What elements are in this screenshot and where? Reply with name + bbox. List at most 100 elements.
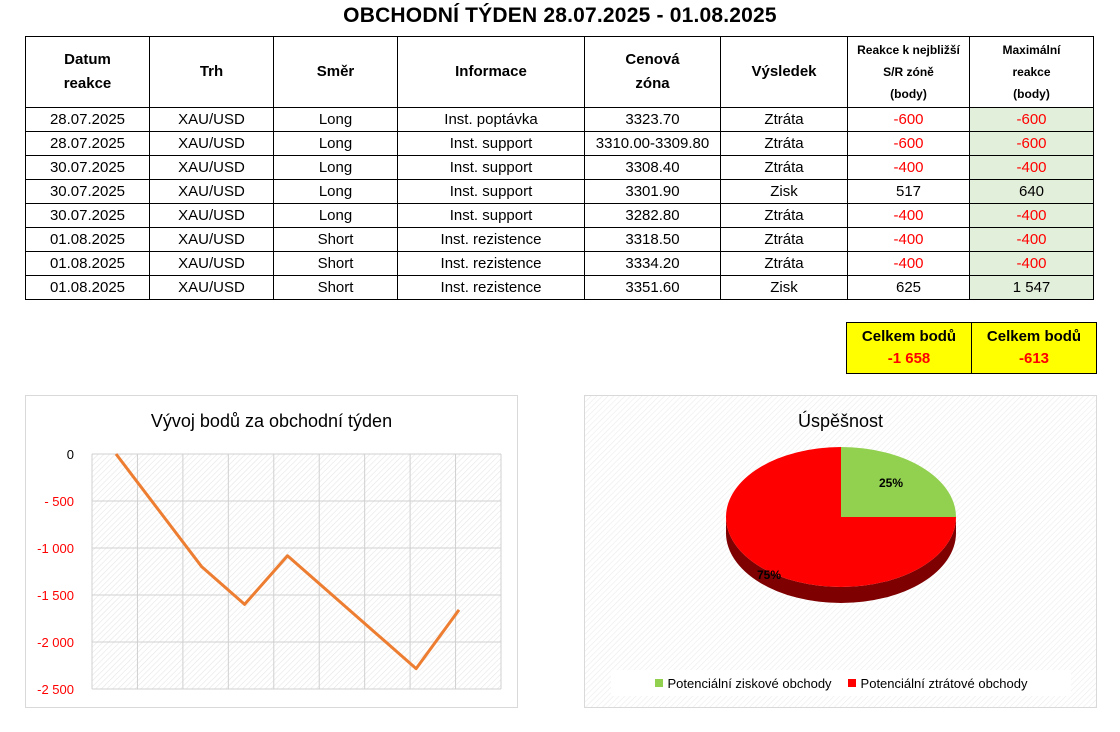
header-max-reaction: Maximální reakce (body): [969, 36, 1094, 108]
cell-market: XAU/USD: [149, 251, 274, 276]
cell-reaction: -400: [847, 155, 970, 180]
cell-date: 28.07.2025: [25, 107, 150, 132]
header-result: Výsledek: [720, 36, 848, 108]
cell-reaction: -400: [847, 227, 970, 252]
cell-date: 01.08.2025: [25, 275, 150, 300]
cell-result: Ztráta: [720, 203, 848, 228]
table-row: 01.08.2025 XAU/USD Short Inst. rezistence 33…: [25, 251, 1094, 276]
cell-info: Inst. rezistence: [397, 251, 585, 276]
legend-label-win: Potenciální ziskové obchody: [667, 675, 832, 691]
cell-zone: 3282.80: [584, 203, 721, 228]
cell-reaction: -600: [847, 131, 970, 156]
cell-direction: Long: [273, 203, 398, 228]
cell-result: Ztráta: [720, 131, 848, 156]
cell-market: XAU/USD: [149, 203, 274, 228]
cell-reaction: -600: [847, 107, 970, 132]
cell-date: 01.08.2025: [25, 251, 150, 276]
header-reaction: Reakce k nejbližší S/R zóně (body): [847, 36, 970, 108]
cell-info: Inst. support: [397, 179, 585, 204]
table-row: 30.07.2025 XAU/USD Long Inst. support 3308.4…: [25, 155, 1094, 180]
cell-info: Inst. support: [397, 203, 585, 228]
header-info: Informace: [397, 36, 585, 108]
cell-date: 30.07.2025: [25, 179, 150, 204]
legend-swatch-win: [654, 679, 663, 687]
pie-slice-win: [841, 447, 956, 517]
table-row: 28.07.2025 XAU/USD Long Inst. poptávka 3323.…: [25, 107, 1094, 132]
cell-result: Zisk: [720, 275, 848, 300]
cell-direction: Short: [273, 227, 398, 252]
cell-zone: 3301.90: [584, 179, 721, 204]
cell-result: Ztráta: [720, 251, 848, 276]
cell-zone: 3310.00-3309.80: [584, 131, 721, 156]
y-tick-label: -2 000: [37, 635, 74, 650]
cell-max: -400: [969, 227, 1094, 252]
cell-zone: 3334.20: [584, 251, 721, 276]
cell-zone: 3308.40: [584, 155, 721, 180]
cell-direction: Long: [273, 131, 398, 156]
cell-result: Zisk: [720, 179, 848, 204]
cell-reaction: 517: [847, 179, 970, 204]
cell-max: -600: [969, 107, 1094, 132]
cell-max: 1 547: [969, 275, 1094, 300]
y-tick-label: -1 000: [37, 541, 74, 556]
legend-item-loss: Potenciální ztrátové obchody: [847, 675, 1028, 691]
pie-chart: 25% 75%: [585, 396, 1096, 707]
pie-slice-loss-side: [726, 517, 956, 603]
table-row: 01.08.2025 XAU/USD Short Inst. rezistence 33…: [25, 227, 1094, 252]
page-title: OBCHODNÍ TÝDEN 28.07.2025 - 01.08.2025: [343, 4, 777, 27]
y-tick-label: - 500: [44, 494, 74, 509]
cell-reaction: -400: [847, 203, 970, 228]
cell-date: 30.07.2025: [25, 203, 150, 228]
totals-table: Celkem bodů -1 658 Celkem bodů -613: [846, 322, 1097, 374]
cell-market: XAU/USD: [149, 155, 274, 180]
legend-swatch-loss: [847, 679, 856, 687]
line-chart-title: Vývoj bodů za obchodní týden: [150, 411, 393, 431]
table-row: 01.08.2025 XAU/USD Short Inst. rezistence 33…: [25, 275, 1094, 300]
cell-reaction: 625: [847, 275, 970, 300]
y-tick-label: 0: [67, 447, 74, 462]
cell-market: XAU/USD: [149, 179, 274, 204]
total-max-cell: Celkem bodů -613: [971, 322, 1097, 374]
line-chart-panel[interactable]: Vývoj bodů za obchodní týden 0 - 500 -1 00…: [25, 395, 518, 708]
cell-direction: Short: [273, 251, 398, 276]
cell-direction: Long: [273, 107, 398, 132]
cell-result: Ztráta: [720, 227, 848, 252]
table-header-row: Datum reakce Trh Směr Informace Cenová zón…: [25, 36, 1094, 108]
cell-direction: Long: [273, 179, 398, 204]
cell-date: 30.07.2025: [25, 155, 150, 180]
pie-label-win: 25%: [879, 476, 903, 490]
cell-max: -400: [969, 155, 1094, 180]
plot-area: [92, 454, 501, 689]
cell-zone: 3323.70: [584, 107, 721, 132]
pie-label-loss: 75%: [757, 568, 781, 582]
table-row: 28.07.2025 XAU/USD Long Inst. support 3310.0…: [25, 131, 1094, 156]
cell-info: Inst. support: [397, 155, 585, 180]
header-date: Datum reakce: [25, 36, 150, 108]
cell-reaction: -400: [847, 251, 970, 276]
y-tick-label: -2 500: [37, 682, 74, 697]
cell-date: 01.08.2025: [25, 227, 150, 252]
header-zone: Cenová zóna: [584, 36, 721, 108]
pie-chart-panel[interactable]: 25% 75% Úspěšnost Potenciální ziskové obc…: [584, 395, 1097, 708]
cell-market: XAU/USD: [149, 227, 274, 252]
cell-info: Inst. poptávka: [397, 107, 585, 132]
cell-max: -600: [969, 131, 1094, 156]
cell-result: Ztráta: [720, 155, 848, 180]
cell-result: Ztráta: [720, 107, 848, 132]
pie-chart-title: Úspěšnost: [797, 411, 884, 431]
total-reaction-cell: Celkem bodů -1 658: [846, 322, 972, 374]
cell-info: Inst. rezistence: [397, 275, 585, 300]
legend-label-loss: Potenciální ztrátové obchody: [860, 675, 1028, 691]
cell-max: 640: [969, 179, 1094, 204]
table-row: 30.07.2025 XAU/USD Long Inst. support 3301.9…: [25, 179, 1094, 204]
legend-item-win: Potenciální ziskové obchody: [654, 675, 832, 691]
cell-zone: 3351.60: [584, 275, 721, 300]
cell-max: -400: [969, 251, 1094, 276]
cell-date: 28.07.2025: [25, 131, 150, 156]
table-row: 30.07.2025 XAU/USD Long Inst. support 3282.8…: [25, 203, 1094, 228]
y-tick-label: -1 500: [37, 588, 74, 603]
cell-max: -400: [969, 203, 1094, 228]
cell-info: Inst. support: [397, 131, 585, 156]
pie-legend: Potenciální ziskové obchody Potenciální …: [611, 670, 1071, 696]
cell-direction: Short: [273, 275, 398, 300]
